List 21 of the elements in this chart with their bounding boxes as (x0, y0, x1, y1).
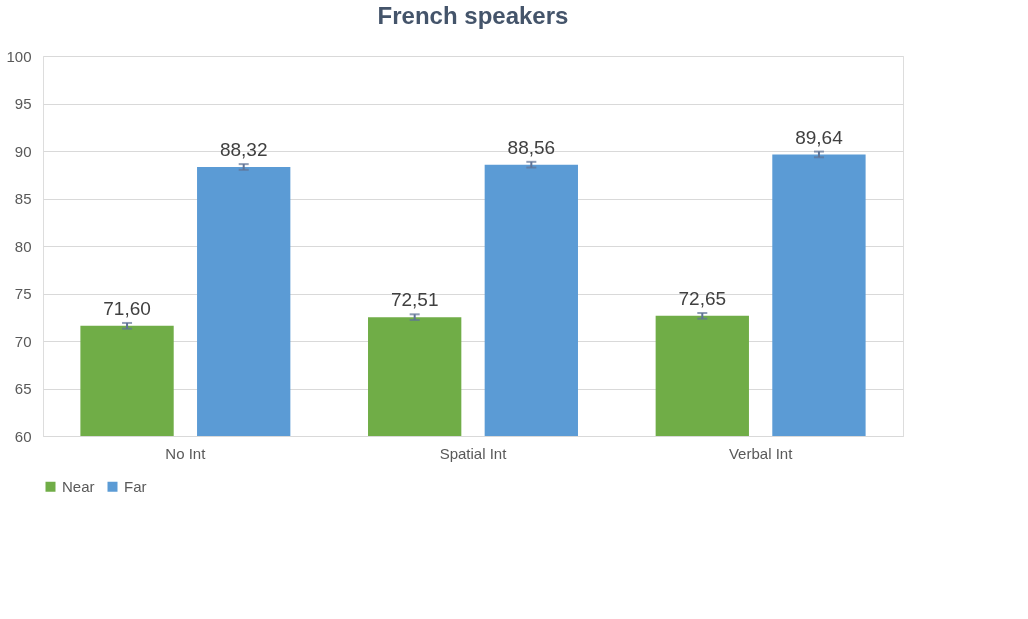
legend-label: Far (124, 477, 147, 495)
data-label: 71,60 (103, 297, 151, 319)
x-tick-label: Verbal Int (728, 444, 794, 462)
data-label: 88,56 (507, 136, 556, 158)
x-tick-label: No Int (165, 444, 207, 462)
data-label: 72,51 (390, 289, 439, 311)
y-tick-label: 70 (14, 332, 32, 350)
y-tick-label: 90 (14, 142, 32, 160)
y-tick-label: 75 (14, 285, 32, 302)
chart-title: French speakers (377, 2, 569, 29)
legend-label: Near (62, 477, 95, 495)
y-tick-label: 65 (14, 380, 32, 397)
y-tick-label: 95 (14, 95, 32, 112)
y-tick-label: 100 (6, 47, 32, 65)
y-tick-label: 80 (14, 237, 32, 255)
y-tick-label: 85 (14, 190, 32, 207)
data-label: 88,32 (219, 139, 268, 161)
data-label: 72,65 (678, 287, 727, 309)
data-label: 89,64 (795, 126, 844, 148)
x-tick-label: Spatial Int (439, 444, 508, 462)
y-tick-label: 60 (14, 427, 32, 445)
